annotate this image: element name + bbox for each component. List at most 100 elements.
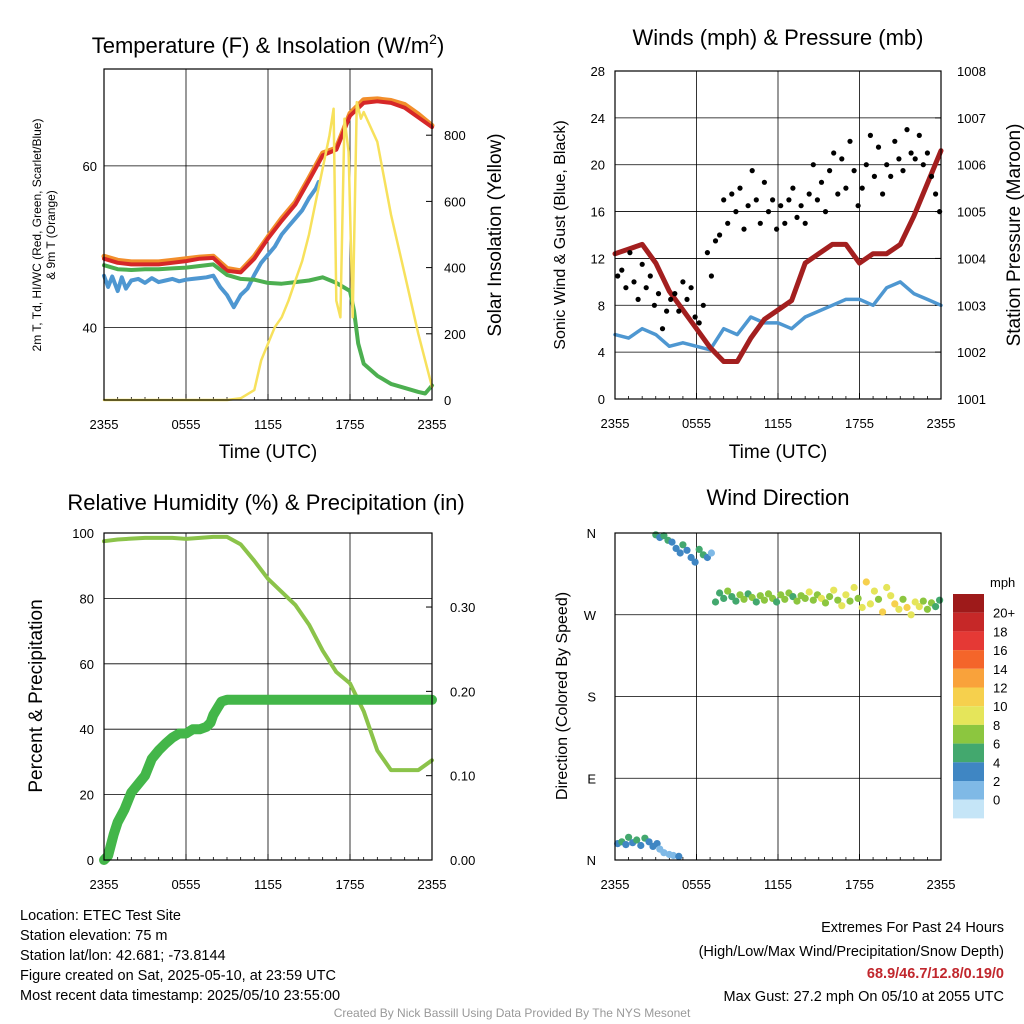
wind-gust-point: [900, 168, 906, 174]
colorbar-label: 8: [993, 718, 1000, 733]
max-gust-text: Max Gust: 27.2 mph On 05/10 at 2055 UTC: [723, 989, 1004, 1005]
dir-point: [911, 598, 919, 606]
wind-gust-point: [631, 279, 637, 285]
temp-ylabel-1: 2m T, Td, HI/WC (Red, Green, Scarlet/Blu…: [30, 119, 44, 352]
dir-point: [752, 598, 760, 606]
wind-x-tick-label: 0555: [682, 416, 711, 431]
location-text: Location: ETEC Test Site: [20, 908, 181, 924]
wind-y-tick-label: 16: [591, 205, 605, 220]
colorbar-swatch: [953, 687, 984, 707]
wind-gust-point: [684, 296, 690, 302]
wind-gust-point: [859, 185, 865, 191]
wind-series-wind: [613, 280, 943, 352]
dir-point: [707, 549, 716, 557]
wind-gust-point: [664, 308, 670, 314]
wind-y-tick-label: 20: [591, 158, 605, 173]
wind-gust-point: [928, 173, 935, 179]
wind-frame: [614, 70, 942, 400]
dir-point: [915, 603, 923, 611]
dir-point: [895, 605, 903, 613]
wind-gust-point: [888, 173, 894, 179]
rh-x-tick-label: 0555: [172, 877, 201, 892]
wind-gust-point: [635, 296, 641, 302]
rh-y-tick-label: 20: [80, 788, 94, 803]
wind-gust-point: [757, 220, 763, 226]
wind-y2-tick-label: 1006: [957, 158, 986, 173]
dir-point: [821, 599, 830, 607]
dir-point: [838, 602, 846, 610]
wind-gust-point: [623, 285, 629, 291]
wind-gust-point: [908, 150, 914, 156]
wind-y-tick-label: 28: [591, 64, 605, 79]
rh-x-tick-label: 1155: [254, 877, 282, 892]
colorbar-swatch: [953, 762, 984, 781]
wind-x-tick-label: 2355: [601, 416, 630, 431]
created-text: Figure created on Sat, 2025-05-10, at 23…: [20, 968, 336, 984]
dir-point: [740, 595, 748, 603]
colorbar-swatch: [953, 724, 984, 744]
temp-ylabel-2: & 9m T (Orange): [44, 190, 58, 280]
colorbar-swatch: [953, 650, 984, 669]
temp-x-tick-label: 1755: [336, 417, 365, 432]
latlon-text: Station lat/lon: 42.681; -73.8144: [20, 948, 226, 964]
dir-y-tick-label: N: [587, 526, 596, 541]
wind-gust-point: [615, 273, 621, 279]
wind-gust-point: [798, 203, 804, 209]
wind-gust-point: [916, 132, 922, 138]
temp-title-sup: 2: [429, 31, 437, 47]
wind-gust-point: [871, 173, 878, 179]
wind-gust-point: [831, 150, 837, 156]
temp-y-tick-label: 60: [83, 159, 97, 174]
rh-panel: 2355 0555 1155 1755 2355 0 20 40 60 80 100 0.00 0.10…: [26, 490, 475, 892]
rh-y-tick-label: 80: [80, 591, 94, 606]
dir-point: [870, 587, 879, 595]
temp-x-tick-label: 2355: [418, 417, 447, 432]
rh-y2-tick-label: 0.10: [450, 769, 475, 784]
dir-point: [760, 596, 769, 604]
dir-point: [923, 605, 932, 613]
dir-point: [919, 597, 927, 605]
wind-gust-point: [814, 197, 821, 203]
wind-gust-point: [655, 291, 662, 297]
wind-gust-point: [880, 191, 886, 197]
wind-gust-point: [875, 144, 882, 150]
dir-point: [724, 587, 732, 595]
wind-gust-point: [778, 203, 784, 209]
dir-point: [668, 538, 676, 546]
dir-point: [826, 593, 834, 601]
wind-x-tick-label: 1755: [845, 416, 874, 431]
colorbar-label: 0: [993, 793, 1000, 808]
rh-frame: [103, 532, 433, 861]
dir-frame: [614, 532, 942, 861]
temp-ylabel-right: Solar Insolation (Yellow): [485, 133, 506, 336]
wind-gust-point: [627, 250, 633, 256]
dir-point: [637, 841, 645, 850]
wind-panel: 2355 0555 1155 1755 2355 0 4 8 12 16 20 24 28 1001 100…: [552, 25, 1024, 463]
wind-series-pressure: [612, 148, 944, 364]
wind-gust-point: [639, 261, 645, 267]
dir-point: [862, 578, 870, 586]
colorbar-label: 16: [993, 643, 1007, 658]
wind-title: Winds (mph) & Pressure (mb): [633, 25, 924, 50]
dir-point: [846, 597, 854, 605]
wind-y2-tick-label: 1002: [957, 345, 986, 360]
wind-gust-point: [692, 314, 698, 320]
wind-gust-point: [651, 302, 658, 308]
wind-gust-point: [737, 185, 743, 191]
colorbar-swatch: [953, 612, 984, 632]
elevation-text: Station elevation: 75 m: [20, 928, 168, 944]
rh-y2-tick-label: 0.30: [450, 600, 475, 615]
temp-series-1: [102, 99, 434, 275]
wind-gust-point: [847, 138, 853, 144]
dir-point: [801, 594, 809, 603]
rh-y-tick-label: 0: [87, 853, 94, 868]
wind-gust-point: [733, 209, 739, 215]
wind-y2-tick-label: 1007: [957, 111, 986, 126]
dir-point: [907, 611, 915, 619]
wind-gust-point: [765, 209, 772, 215]
colorbar-unit: mph: [990, 575, 1015, 590]
wind-y2-tick-label: 1001: [957, 392, 986, 407]
temp-y2-tick-label: 400: [444, 261, 466, 276]
dir-point: [773, 598, 781, 606]
